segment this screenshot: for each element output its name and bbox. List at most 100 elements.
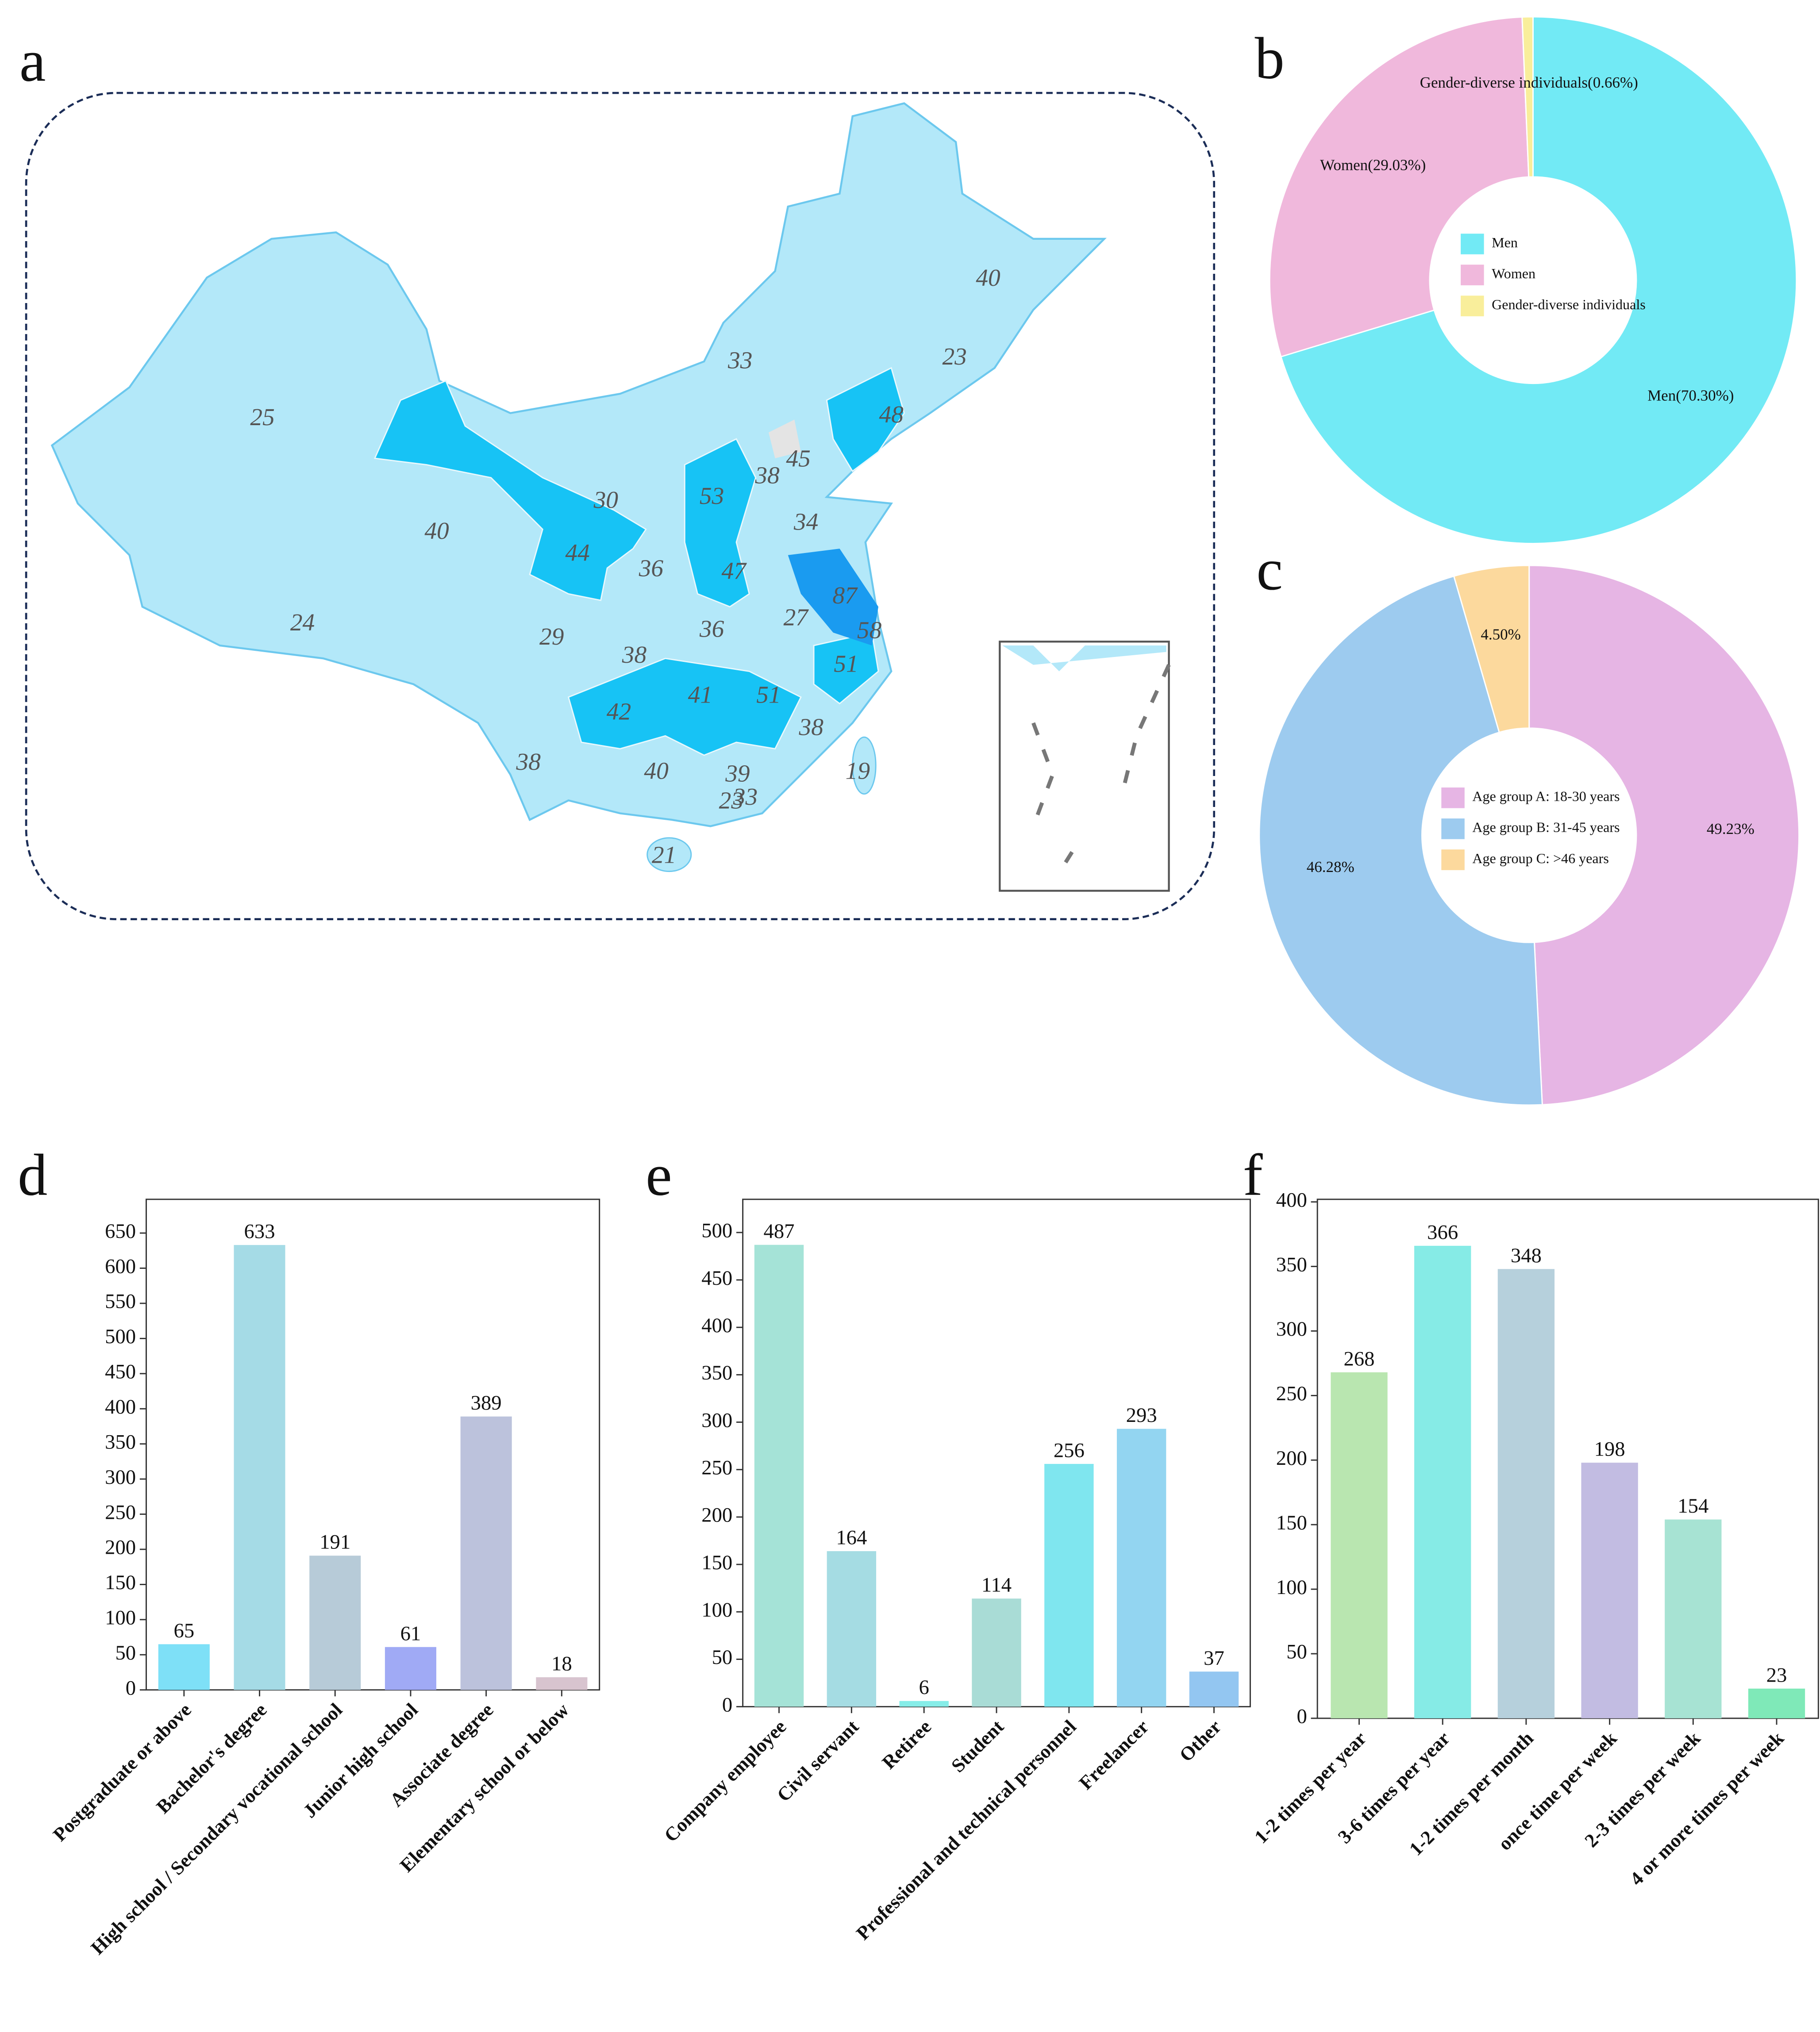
bar-value-label: 37 [1204,1647,1224,1670]
map-value-label: 40 [976,264,1000,291]
y-tick-label: 250 [105,1501,136,1524]
pie-slice [1528,565,1800,1106]
legend-label: Men [1492,234,1518,250]
panel-label: b [1255,26,1285,92]
inset-border [1031,664,1171,864]
panel-label: f [1243,1142,1263,1208]
map-value-label: 36 [699,615,724,642]
panel-label: c [1256,537,1283,603]
y-tick-label: 300 [1276,1318,1307,1341]
y-tick-label: 350 [105,1430,136,1453]
bar-value-label: 114 [981,1574,1012,1597]
map-value-label: 30 [593,486,619,513]
map-value-label: 34 [793,508,818,535]
bar-value-label: 348 [1511,1244,1542,1267]
slice-label: 4.50% [1481,626,1520,643]
x-tick-label: Freelancer [1075,1716,1153,1794]
y-tick-label: 200 [701,1504,732,1527]
y-tick-label: 250 [701,1456,732,1479]
map-value-label: 36 [639,554,664,581]
y-tick-label: 100 [701,1598,732,1621]
y-tick-label: 400 [1276,1188,1307,1211]
bar [1331,1372,1388,1718]
pie-slice [1280,16,1797,544]
bar [1497,1269,1555,1718]
map-value-label: 39 [725,760,750,787]
map-value-label: 24 [290,609,315,636]
map-value-label: 47 [721,557,747,584]
bar [385,1647,436,1690]
bar-value-label: 23 [1766,1663,1787,1686]
map-value-label: 40 [644,757,669,784]
y-tick-label: 500 [701,1219,732,1242]
legend-swatch [1461,296,1484,316]
bar [1189,1671,1239,1707]
y-tick-label: 400 [701,1314,732,1337]
axes-frame [1316,1198,1819,1719]
y-tick-label: 350 [701,1361,732,1384]
y-tick-label: 100 [1276,1576,1307,1599]
y-tick-label: 450 [701,1267,732,1290]
x-tick-label: Retiree [878,1716,935,1774]
bar-value-label: 164 [836,1526,867,1549]
map-value-label: 33 [727,347,752,374]
y-tick-label: 300 [105,1466,136,1489]
y-tick-label: 50 [115,1641,136,1664]
map-value-label: 27 [784,603,809,630]
bar [1116,1429,1166,1707]
y-tick-label: 150 [701,1551,732,1574]
bar [460,1416,512,1690]
y-tick-label: 200 [1276,1447,1307,1470]
map-island [646,837,692,872]
slice-label: Gender-diverse individuals(0.66%) [1420,74,1638,91]
bar-value-label: 65 [173,1619,194,1642]
legend-label: Women [1492,265,1535,281]
map-value-label: 25 [250,403,274,430]
map-value-label: 38 [516,748,541,775]
y-tick-label: 500 [105,1325,136,1348]
x-tick-label: Student [947,1716,1008,1776]
map-value-label: 44 [565,539,589,566]
bar [972,1598,1021,1707]
y-tick-label: 250 [1276,1382,1307,1405]
slice-label: Men(70.30%) [1647,387,1734,404]
map-value-label: 48 [879,401,904,428]
y-tick-label: 400 [105,1395,136,1418]
axes-frame [146,1198,600,1691]
y-tick-label: 350 [1276,1253,1307,1276]
map-value-label: 51 [756,681,781,708]
bar [827,1551,877,1707]
map-value-label: 40 [424,517,449,544]
panel-label: a [19,28,46,94]
slice-label: 49.23% [1707,820,1755,837]
map-inset [999,641,1170,892]
bar [754,1245,804,1707]
y-tick-label: 300 [701,1409,732,1432]
x-tick-label: 4 or more times per week [1626,1728,1788,1890]
map-value-label: 38 [622,641,647,668]
map-highlights [373,367,905,756]
bar-value-label: 256 [1054,1439,1085,1462]
map-island [852,736,877,795]
map-value-label: 87 [832,582,858,609]
x-tick-label: Postgraduate or above [49,1699,196,1846]
legend-label: Age group B: 31-45 years [1472,819,1620,835]
map-value-label: 45 [786,445,810,472]
map-value-label: 38 [754,461,780,488]
pie-slice [1258,575,1543,1106]
y-tick-label: 450 [105,1360,136,1383]
bar-value-label: 366 [1427,1221,1458,1244]
bar-value-label: 487 [764,1220,795,1243]
y-tick-label: 50 [712,1646,733,1669]
legend-swatch [1461,234,1484,254]
legend-swatch [1461,265,1484,285]
slice-label: Women(29.03%) [1320,157,1426,174]
bar [1044,1464,1094,1707]
map-value-label: 53 [700,482,724,509]
slice-label: 46.28% [1307,858,1354,876]
bar-value-label: 198 [1594,1438,1625,1461]
bar-value-label: 18 [551,1652,572,1675]
map-value-label: 41 [688,681,712,708]
legend-label: Gender-diverse individuals [1492,296,1646,312]
